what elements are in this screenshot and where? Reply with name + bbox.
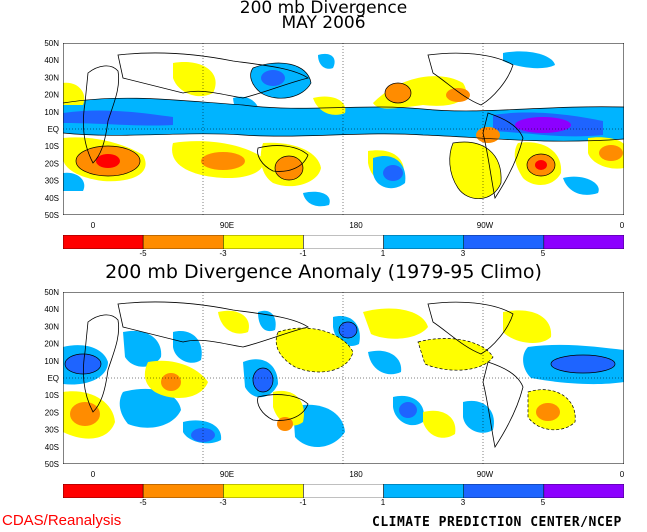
lon-tick-label: 90E	[220, 221, 234, 230]
contour-lines	[63, 62, 624, 200]
lat-tick-label: 40S	[45, 194, 59, 203]
lat-tick-label: 50S	[45, 211, 59, 220]
coastlines	[83, 301, 524, 449]
lon-tick-label: 180	[349, 470, 363, 479]
lat-lon-grid	[63, 292, 624, 464]
colorbar-swatch	[303, 235, 384, 249]
lat-tick-label: 50N	[44, 288, 59, 297]
lat-tick-label: 40N	[44, 305, 59, 314]
lon-tick-label: 0	[91, 470, 96, 479]
anomaly-contours	[64, 321, 616, 430]
producer-credit: CLIMATE PREDICTION CENTER/NCEP	[372, 515, 622, 530]
lon-tick-label: 0	[91, 221, 96, 230]
divergence-map	[63, 43, 624, 215]
colorbar-swatch	[142, 235, 224, 249]
lat-tick-label: 10N	[44, 108, 59, 117]
lat-tick-label: 30S	[45, 426, 59, 435]
colorbar-swatch	[463, 235, 545, 249]
colorbar-tick-label: 5	[541, 498, 546, 507]
colorbar-top	[63, 235, 624, 249]
coastlines	[83, 52, 524, 200]
lat-tick-label: 40S	[45, 443, 59, 452]
lat-tick-label: 10S	[45, 142, 59, 151]
lon-tick-label: 90W	[477, 221, 494, 230]
lon-tick-label: 90E	[220, 470, 234, 479]
lat-tick-label: 50N	[44, 39, 59, 48]
lat-tick-label: 30N	[44, 73, 59, 82]
data-source-credit: CDAS/Reanalysis	[2, 512, 122, 529]
lon-tick-label: 180	[349, 221, 363, 230]
colorbar-tick-label: 1	[381, 498, 386, 507]
colorbar-swatch	[543, 484, 624, 498]
colorbar-swatch	[223, 484, 304, 498]
colorbar-tick-label: 3	[461, 498, 466, 507]
lon-tick-label: 90W	[477, 470, 494, 479]
lat-tick-label: 20S	[45, 159, 59, 168]
lat-tick-label: 10S	[45, 391, 59, 400]
map1-title: 200 mb Divergence	[239, 0, 408, 18]
lat-tick-label: 50S	[45, 460, 59, 469]
lon-tick-label: 0	[620, 221, 625, 230]
lat-lon-grid	[63, 43, 624, 215]
colorbar-tick-label: 1	[381, 249, 386, 258]
lat-tick-label: 20N	[44, 340, 59, 349]
lat-tick-label: 30S	[45, 177, 59, 186]
colorbar-swatch	[303, 484, 384, 498]
lat-tick-label: EQ	[47, 125, 59, 134]
colorbar-tick-label: -5	[139, 498, 147, 507]
map1-date: MAY 2006	[281, 13, 366, 33]
colorbar-swatch	[142, 484, 224, 498]
colorbar-tick-label: -5	[139, 249, 147, 258]
colorbar-swatch	[63, 235, 144, 249]
lat-tick-label: 10N	[44, 357, 59, 366]
colorbar-tick-label: -3	[219, 498, 227, 507]
colorbar-swatch	[463, 484, 545, 498]
lat-tick-label: 20N	[44, 91, 59, 100]
anomaly-field	[63, 308, 624, 448]
colorbar-tick-label: -3	[219, 249, 227, 258]
lat-tick-label: EQ	[47, 374, 59, 383]
lat-tick-label: 40N	[44, 56, 59, 65]
colorbar-tick-label: 5	[541, 249, 546, 258]
lon-tick-label: 0	[620, 470, 625, 479]
colorbar-swatch	[383, 484, 464, 498]
map2-title: 200 mb Divergence Anomaly (1979-95 Climo…	[105, 261, 542, 283]
colorbar-tick-label: 3	[461, 249, 466, 258]
lat-tick-label: 20S	[45, 408, 59, 417]
colorbar-swatch	[63, 484, 144, 498]
colorbar-swatch	[383, 235, 464, 249]
colorbar-tick-label: -1	[299, 249, 307, 258]
colorbar-tick-label: -1	[299, 498, 307, 507]
divergence-anomaly-map	[63, 292, 624, 464]
colorbar-swatch	[223, 235, 304, 249]
lat-tick-label: 30N	[44, 322, 59, 331]
colorbar-swatch	[543, 235, 624, 249]
colorbar-bottom	[63, 484, 624, 498]
